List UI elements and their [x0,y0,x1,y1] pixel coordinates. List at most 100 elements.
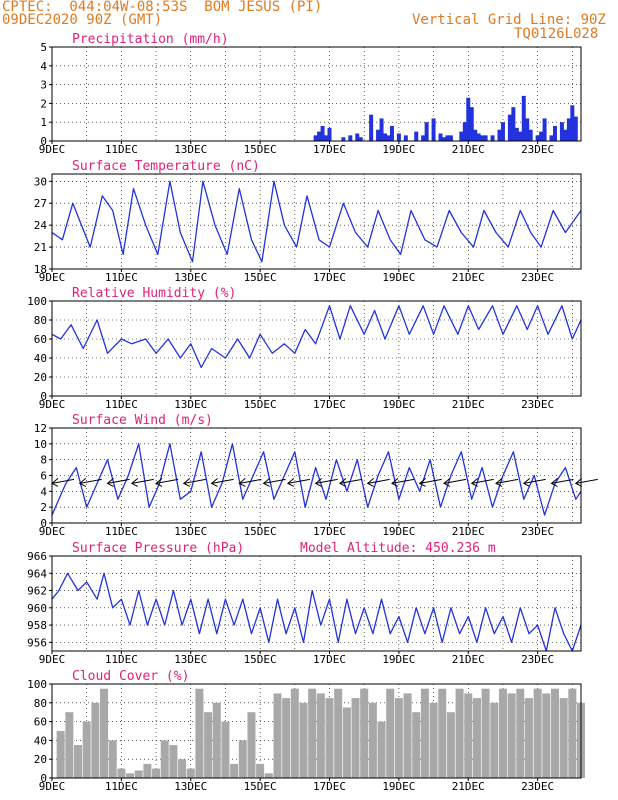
y-tick-label: 966 [27,550,47,563]
cloud-bar [360,688,369,778]
wind-arrow-shaft [239,478,262,484]
wind-arrow [78,478,102,487]
precip-bar [525,118,530,141]
cloud-bar [403,693,412,778]
x-tick-label: 23DEC [521,398,554,411]
cloud-bar [438,688,447,778]
y-tick-label: 40 [34,734,47,747]
x-tick-label: 13DEC [174,653,207,666]
wind-arrow-shaft [339,478,363,484]
wind-arrow-head [182,478,191,487]
x-tick-label: 13DEC [174,271,207,284]
wind-arrow [366,478,390,487]
x-tick-label: 21DEC [452,143,485,156]
x-tick-label: 15DEC [244,525,277,538]
y-tick-label: 2 [40,501,47,514]
y-tick-label: 80 [34,314,47,327]
x-tick-label: 23DEC [521,143,554,156]
wind-arrow [155,478,179,487]
precip-bar [480,135,485,141]
wind-arrow-head [418,478,427,487]
precip-bar [369,114,374,141]
series-line [51,443,582,516]
wind-arrow [418,478,442,487]
cloud-bar [498,688,507,778]
wind-arrow [106,478,130,487]
cloud-bar [550,688,559,778]
cloud-bar [91,702,100,778]
x-tick-label: 9DEC [39,271,66,284]
cloud-bar [82,721,91,778]
wind-arrow-shaft [523,478,546,484]
cloud-bar [316,693,325,778]
x-tick-label: 9DEC [39,398,66,411]
precip-bar [507,114,512,141]
wind-arrow-shaft [495,478,519,484]
x-tick-label: 15DEC [244,143,277,156]
precip-bar [403,135,408,141]
cloud-bar [160,740,169,778]
wind-arrow-shaft [155,478,179,484]
panel-title: Surface Temperature (nC) [72,159,260,174]
x-tick-label: 11DEC [105,143,138,156]
cloud-bar [282,698,291,778]
precip-bar [459,131,464,141]
x-tick-label: 21DEC [452,653,485,666]
y-tick-label: 962 [27,585,47,598]
x-tick-label: 17DEC [313,398,346,411]
cloud-bar [186,768,195,778]
cloud-bar [134,770,143,778]
cloud-bar [533,688,542,778]
cloud-bar [568,688,577,778]
cloud-bar [299,702,308,778]
cloud-bar [100,688,109,778]
precip-bar [313,135,318,141]
wind-arrow [238,478,262,487]
y-tick-label: 12 [34,422,47,435]
x-tick-label: 21DEC [452,780,485,793]
cloud-bar [264,773,273,778]
cloud-bar [212,702,221,778]
wind-arrow-shaft [79,478,102,484]
wind-arrow-head [155,478,163,487]
precip-bar [521,95,526,141]
x-tick-label: 13DEC [174,398,207,411]
cloud-bar [507,693,516,778]
panel-frame [51,173,582,270]
precip-bar [355,133,360,141]
y-tick-label: 20 [34,371,47,384]
x-tick-label: 19DEC [382,653,415,666]
precip-bar [570,105,575,141]
precip-bar [324,135,329,141]
model-altitude-label: Model Altitude: 450.236 m [300,541,496,556]
wind-arrow [314,478,338,487]
wind-arrow-head [238,478,246,487]
cloud-bar [334,688,343,778]
cloud-bar [472,698,481,778]
x-tick-label: 15DEC [244,271,277,284]
precip-bar [511,107,516,141]
y-tick-label: 0 [40,772,47,785]
x-tick-label: 9DEC [39,143,66,156]
precip-bar [535,135,540,141]
precip-bar [389,125,394,141]
cloud-bar [221,721,230,778]
cloud-bar [230,763,239,778]
wind-arrow-head [78,478,87,487]
x-tick-label: 15DEC [244,398,277,411]
wind-arrow-shaft [211,478,234,484]
x-tick-label: 23DEC [521,653,554,666]
precip-bar [528,129,533,141]
precip-bar [473,129,478,141]
precip-bar [317,131,322,141]
x-tick-label: 9DEC [39,780,66,793]
wind-arrow-shaft [51,478,75,484]
cloud-bar [516,688,525,778]
series-line [51,180,582,263]
precip-bar [469,107,474,141]
wind-arrow [470,478,494,487]
y-tick-label: 0 [40,517,47,530]
wind-arrow-shaft [107,478,130,484]
precip-bar [566,118,571,141]
y-tick-label: 10 [34,438,47,451]
